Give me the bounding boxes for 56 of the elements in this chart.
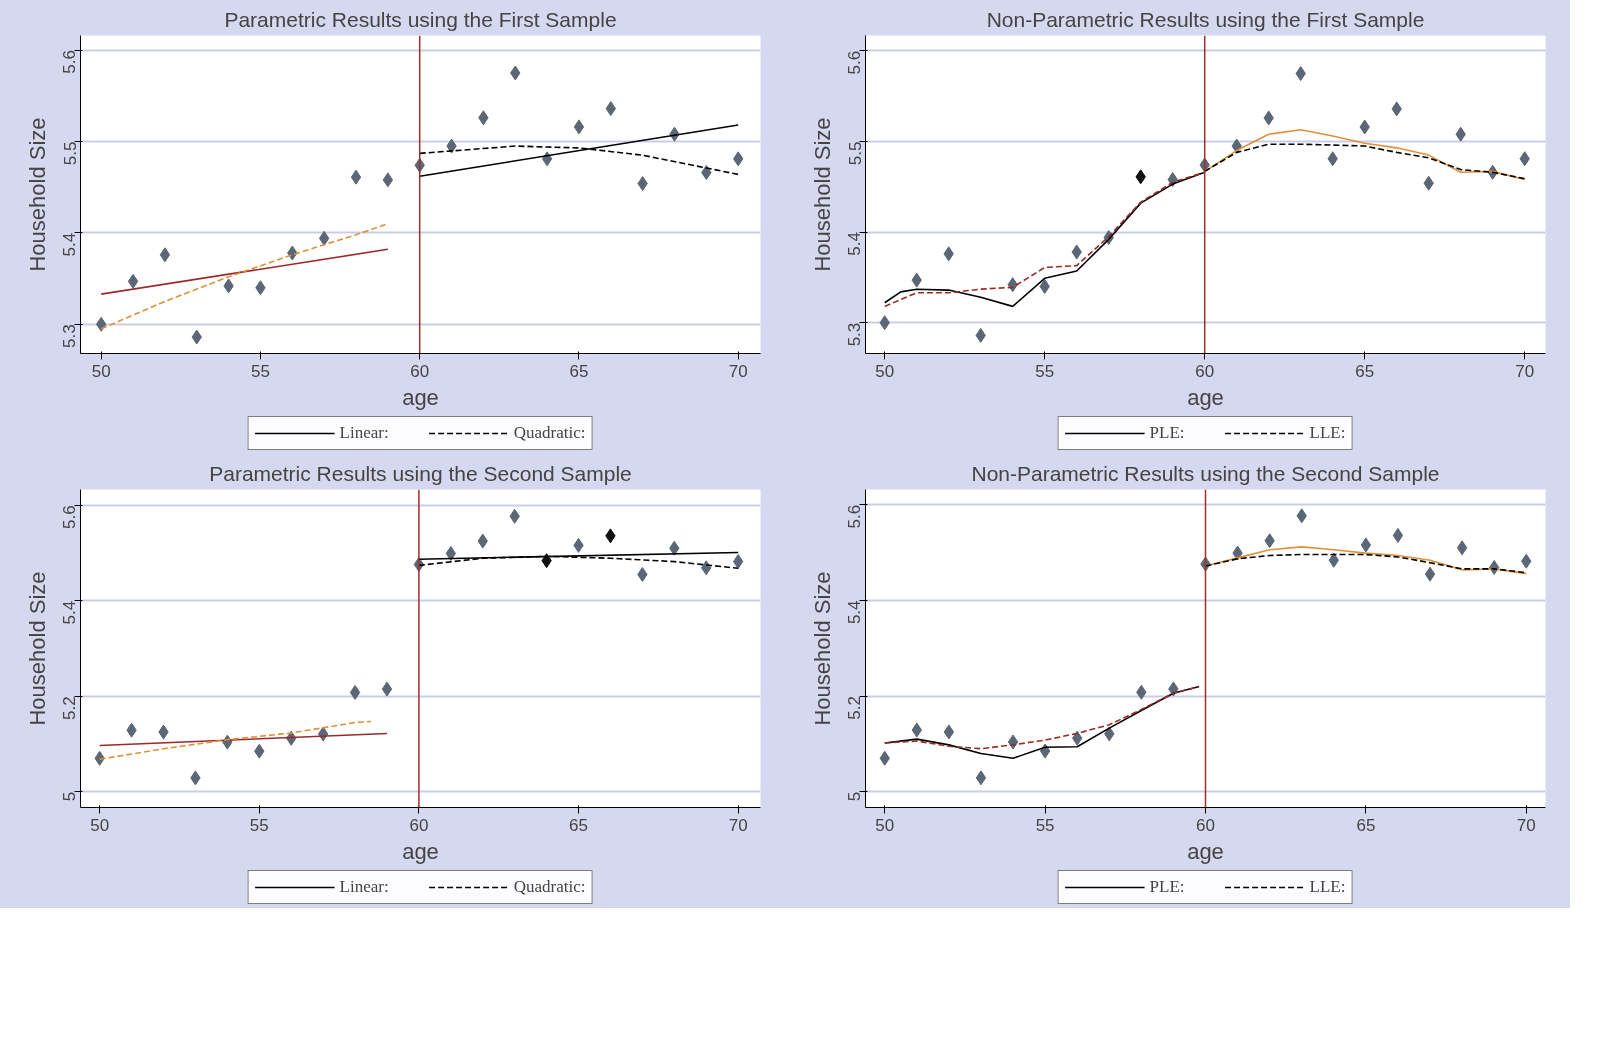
y-tick-label: 5.4 [60,232,80,257]
x-tick-label: 65 [569,361,589,381]
y-tick-label: 5.6 [845,50,865,75]
y-axis-title: Household Size [24,117,50,272]
x-tick-label: 55 [1035,361,1055,381]
x-tick-label: 50 [91,361,111,381]
y-axis-title: Household Size [809,117,835,272]
x-tick-label: 60 [409,815,429,835]
y-tick-label: 5.6 [845,504,865,529]
y-tick-label: 5.4 [60,600,80,625]
y-tick-label: 5.2 [60,696,80,720]
y-tick-label: 5.4 [845,232,865,256]
chart-title: Non-Parametric Results using the Second Sample [971,461,1440,485]
chart-title: Parametric Results using the First Sample [224,7,617,31]
x-tick-label: 60 [1196,815,1215,835]
y-tick-label: 5.3 [60,324,80,348]
y-tick-label: 5 [60,791,80,802]
y-tick-label: 5.4 [845,600,865,625]
x-tick-label: 60 [410,361,430,381]
x-tick-label: 65 [1356,815,1376,835]
x-axis-title: age [1187,384,1224,410]
x-tick-label: 55 [1035,815,1055,835]
y-tick-label: 5.3 [845,322,865,347]
x-tick-label: 50 [875,361,895,381]
legend-label: PLE: [1149,423,1185,443]
x-tick-label: 55 [251,361,270,381]
y-tick-label: 5.5 [60,141,80,166]
y-tick-label: 5.2 [845,696,865,720]
y-tick-label: 5.5 [845,141,865,166]
legend-label: Quadratic: [513,423,586,443]
y-axis-title: Household Size [809,571,835,726]
y-tick-label: 5 [845,791,865,802]
x-tick-label: 70 [1516,815,1536,835]
x-tick-label: 70 [1515,361,1535,381]
legend-label: PLE: [1149,877,1185,897]
x-axis-title: age [402,838,439,864]
x-tick-label: 50 [90,815,110,835]
x-tick-label: 65 [1355,361,1375,381]
x-tick-label: 70 [728,361,748,381]
x-tick-label: 55 [249,815,269,835]
chart-title: Non-Parametric Results using the First Sample [986,7,1425,31]
legend-label: Linear: [339,877,389,897]
legend-label: Linear: [339,423,389,443]
chart-title: Parametric Results using the Second Sample [209,461,632,485]
x-tick-label: 65 [569,815,588,835]
legend-label: Quadratic: [513,877,586,897]
y-axis-title: Household Size [24,571,50,726]
legend-label: LLE: [1309,877,1346,897]
y-tick-label: 5.6 [60,50,80,74]
x-tick-label: 50 [875,815,895,835]
x-axis-title: age [402,384,439,410]
x-tick-label: 60 [1195,361,1215,381]
y-tick-label: 5.6 [60,505,80,529]
x-tick-label: 70 [728,815,748,835]
legend-label: LLE: [1309,423,1346,443]
x-axis-title: age [1187,838,1224,864]
